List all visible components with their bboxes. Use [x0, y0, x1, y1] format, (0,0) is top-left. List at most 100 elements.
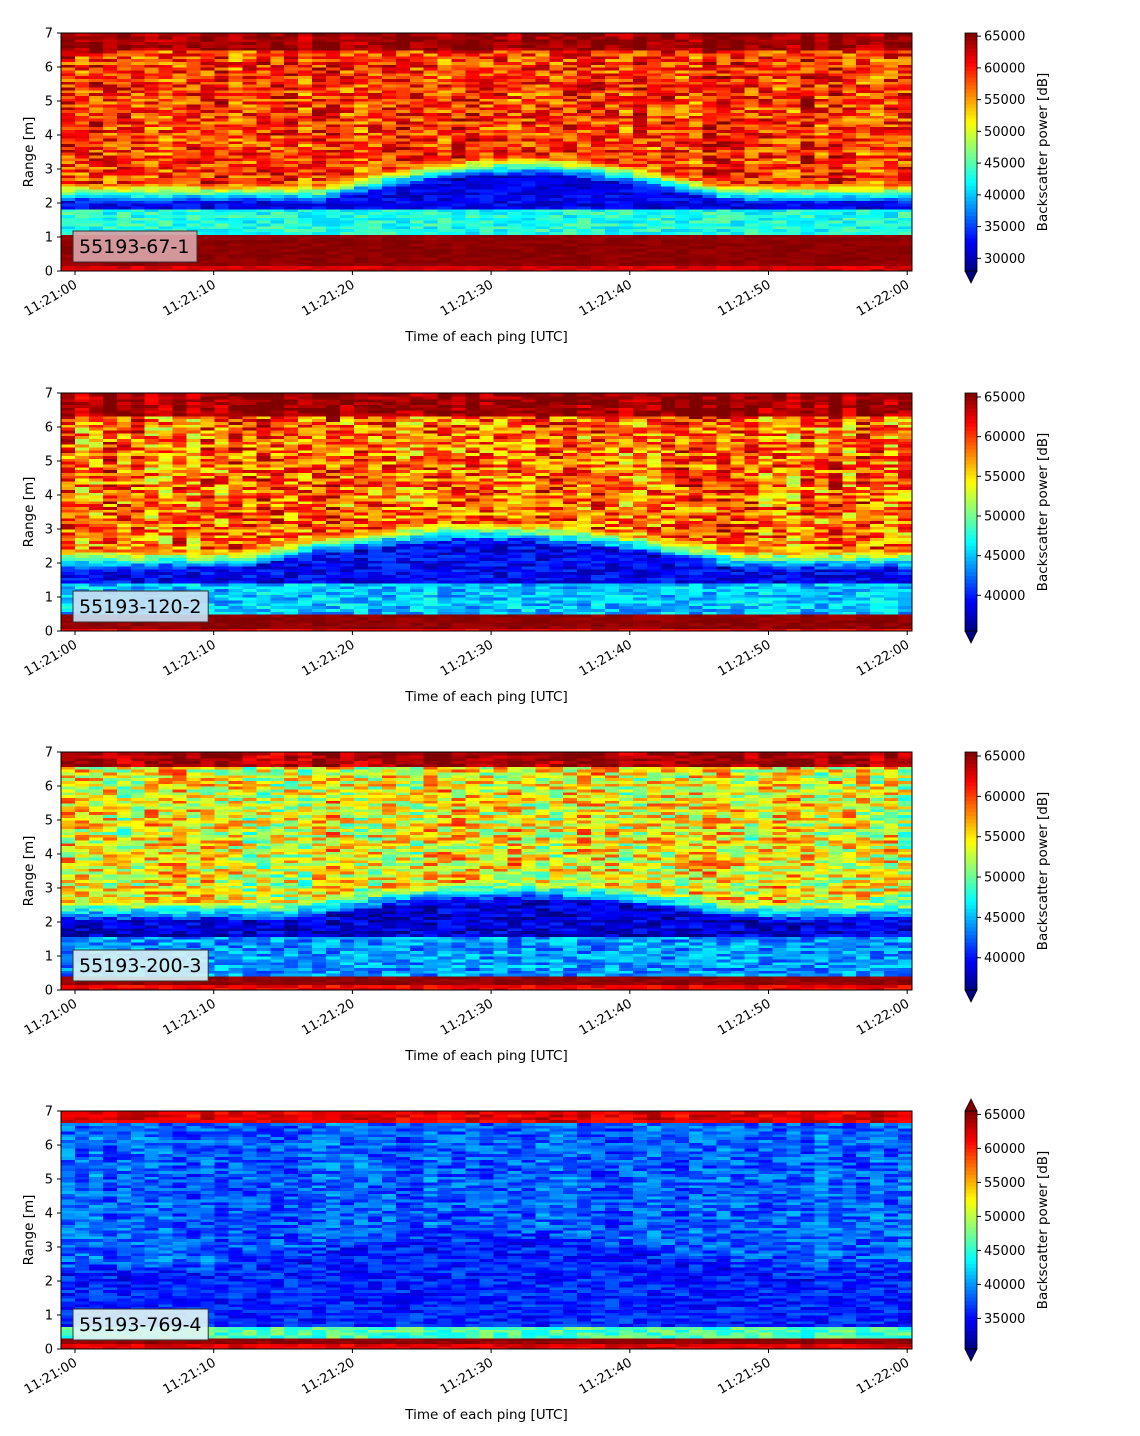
heatmap-cell	[144, 154, 160, 159]
heatmap-cell	[214, 237, 230, 241]
heatmap-cell	[214, 33, 230, 37]
heatmap-cell	[172, 86, 188, 91]
heatmap-cell	[214, 222, 230, 227]
heatmap-cell	[102, 211, 118, 215]
heatmap-cell	[214, 217, 230, 221]
heatmap-cell	[61, 203, 76, 207]
heatmap-cell	[158, 129, 174, 133]
heatmap-cell	[74, 197, 90, 201]
heatmap-cell	[102, 203, 118, 207]
heatmap-cell	[186, 109, 202, 113]
heatmap-cell	[74, 44, 90, 48]
heatmap-cell	[172, 118, 188, 122]
heatmap-cell	[158, 140, 174, 145]
heatmap-cell	[61, 254, 76, 258]
heatmap-cell	[200, 254, 216, 258]
heatmap-cell	[144, 109, 160, 113]
heatmap-cell	[186, 120, 202, 125]
heatmap-cell	[158, 67, 174, 71]
heatmap-cell	[158, 55, 174, 60]
heatmap-cell	[730, 33, 746, 37]
heatmap-cell	[74, 118, 90, 122]
heatmap-cell	[116, 205, 132, 210]
heatmap-cell	[130, 58, 146, 62]
heatmap-cell	[172, 152, 188, 156]
heatmap-cell	[102, 183, 118, 187]
heatmap-cell	[74, 78, 90, 82]
heatmap-cell	[144, 81, 160, 85]
heatmap-cell	[116, 95, 132, 99]
heatmap-cell	[61, 200, 76, 204]
heatmap-cell	[102, 101, 118, 105]
heatmap-cell	[186, 171, 202, 176]
heatmap-cell	[186, 149, 202, 153]
heatmap-cell	[61, 92, 76, 96]
heatmap-cell	[158, 137, 174, 142]
heatmap-cell	[88, 265, 104, 269]
heatmap-cell	[88, 146, 104, 150]
heatmap-cell	[326, 33, 341, 37]
heatmap-cell	[284, 33, 299, 37]
heatmap-cell	[172, 115, 188, 119]
heatmap-cell	[116, 120, 132, 125]
heatmap-cell	[102, 118, 118, 122]
heatmap-cell	[172, 67, 188, 71]
heatmap-cell	[74, 146, 90, 150]
heatmap-cell	[242, 33, 257, 37]
heatmap-cell	[61, 194, 76, 198]
heatmap-cell	[61, 242, 76, 247]
heatmap-cell	[61, 44, 76, 48]
heatmap-cell	[88, 137, 104, 142]
heatmap-cell	[116, 72, 132, 77]
heatmap-cell	[130, 106, 146, 111]
heatmap-cell	[130, 52, 146, 57]
heatmap-cell	[646, 33, 662, 37]
heatmap-cell	[214, 186, 230, 190]
heatmap-cell	[130, 98, 146, 102]
heatmap-cell	[74, 163, 90, 167]
heatmap-cell	[144, 137, 160, 142]
heatmap-cell	[88, 38, 104, 43]
heatmap-cell	[88, 203, 104, 207]
heatmap-cell	[842, 33, 857, 37]
heatmap-cell	[102, 174, 118, 179]
heatmap-cell	[186, 211, 202, 215]
heatmap-cell	[61, 75, 76, 79]
heatmap-cell	[172, 123, 188, 128]
heatmap-cell	[130, 203, 146, 207]
heatmap-cell	[144, 171, 160, 176]
heatmap-cell	[88, 268, 104, 272]
heatmap-cell	[144, 211, 160, 215]
heatmap-cell	[144, 203, 160, 207]
heatmap-cell	[130, 132, 146, 136]
heatmap-cell	[186, 146, 202, 150]
heatmap-cell	[74, 64, 90, 68]
heatmap-cell	[61, 78, 76, 82]
heatmap-cell	[74, 47, 90, 51]
heatmap-cell	[61, 256, 76, 261]
heatmap-cell	[158, 186, 174, 190]
heatmap-cell	[61, 149, 76, 153]
heatmap-cell	[130, 180, 146, 184]
heatmap-cell	[870, 33, 885, 37]
heatmap-cell	[130, 186, 146, 190]
heatmap-cell	[144, 78, 160, 82]
heatmap-cell	[814, 33, 829, 37]
heatmap-cell	[172, 92, 188, 96]
heatmap-cell	[88, 47, 104, 51]
heatmap-cell	[186, 64, 202, 68]
heatmap-cell	[144, 61, 160, 65]
heatmap-cell	[619, 33, 634, 37]
heatmap-cell	[88, 217, 104, 221]
heatmap-cell	[214, 208, 230, 213]
heatmap-cell	[172, 203, 188, 207]
heatmap-cell	[88, 112, 104, 116]
heatmap-cell	[144, 123, 160, 128]
heatmap-cell	[158, 174, 174, 179]
heatmap-cell	[200, 61, 216, 65]
heatmap-cell	[61, 163, 76, 167]
heatmap-cell	[200, 194, 216, 198]
heatmap-cell	[186, 140, 202, 145]
heatmap-cell	[228, 33, 243, 37]
heatmap-cell	[144, 222, 160, 227]
